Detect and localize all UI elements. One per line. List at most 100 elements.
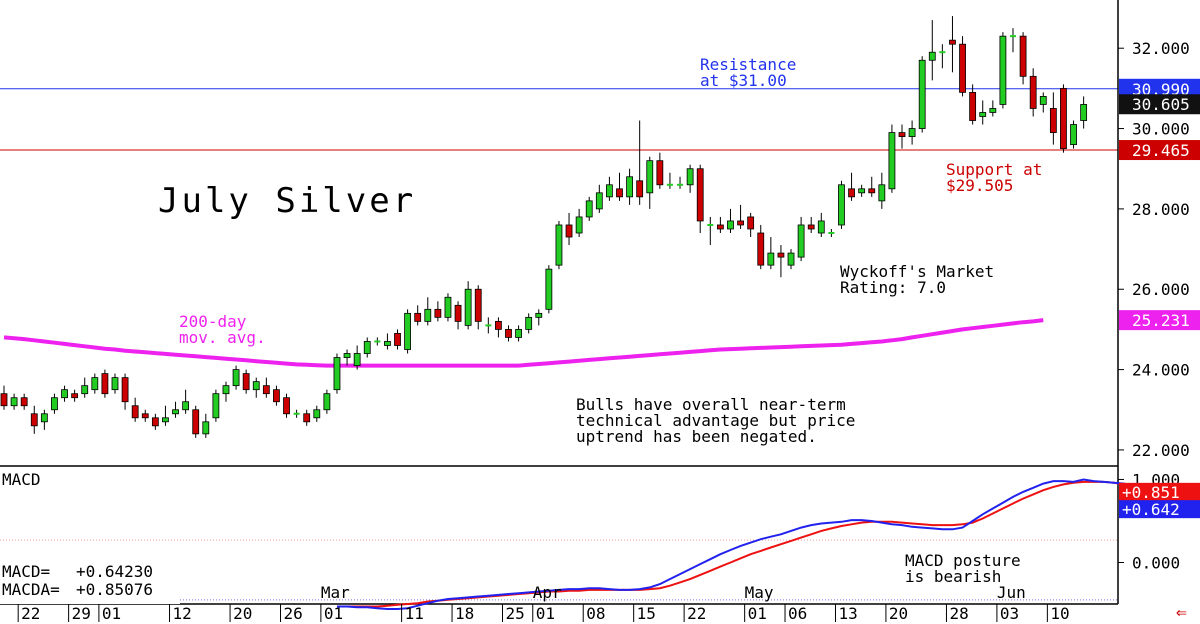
candle [908,120,916,145]
annotation-comment: Bulls have overall near-term technical ad… [576,395,855,446]
candle [1010,28,1016,53]
candle-body [565,224,573,238]
time-tick-label: 29 [72,604,91,623]
time-tick-label: 15 [637,604,656,623]
candle-body [61,389,68,399]
price-tick-label: 32.000 [1132,39,1190,58]
price-tick-label: 26.000 [1132,280,1190,299]
candle [374,337,381,346]
candle [495,317,502,338]
candle [585,196,593,221]
candle [202,413,210,438]
candle [595,184,603,213]
candle-body [222,385,230,395]
candle [565,212,573,246]
candle-body [525,316,533,330]
time-axis: 22 29 01 12 20 26 01 11 18 25 01 08 15 22 01 06 13 20 28 03… [17,583,1070,623]
candle-body [606,184,613,198]
candle [757,224,765,270]
candle-body [868,188,876,194]
candle [807,216,815,233]
candle [30,405,38,434]
candle-body [333,357,341,391]
candle [1060,84,1067,153]
candle-body [313,409,321,419]
candle [1070,120,1077,149]
month-label: Mar [321,583,350,602]
candle-body [908,128,916,137]
candle-body [414,312,422,322]
candle [222,381,230,402]
candle [81,377,89,398]
candle-body [757,232,765,266]
candle [343,349,351,366]
next-arrow-icon[interactable]: ⇐ [1176,602,1187,623]
candle-body [91,377,99,391]
candle [616,172,623,201]
candle-body [323,393,331,411]
candle [303,409,311,426]
time-tick-label: 11 [405,604,424,623]
candle [474,285,482,330]
candle-body [737,220,744,226]
candle-body [616,188,623,198]
level-lines [0,88,1118,151]
chart-title: July Silver [158,181,416,221]
candle [131,397,139,422]
candle [252,377,260,398]
candle-body [404,312,412,350]
macd-panel [0,478,1200,610]
candle-body [182,401,190,411]
price-tag-box [1119,310,1200,331]
candle-body [797,224,805,258]
candle-body [595,192,603,210]
candle-body [303,413,311,423]
price-tick-label: 22.000 [1132,441,1190,460]
candle [636,120,644,205]
candle [162,405,169,426]
candle-body [747,216,755,230]
candle [1019,32,1027,85]
candle [242,369,250,394]
price-tag: 30.990 [1119,78,1200,99]
candle [424,297,432,326]
time-tick-label: 20 [889,604,908,623]
candle-body [989,108,997,113]
candle [262,377,270,398]
candle-body [141,413,149,419]
candle [979,100,987,125]
candle-body [575,216,583,234]
candle [767,237,775,270]
candle [40,409,48,430]
candle [121,373,129,410]
price-tag-box [1119,78,1200,99]
time-tick-label: 18 [455,604,474,623]
candle [1029,68,1037,117]
price-tick-label: 28.000 [1132,200,1190,219]
ma200-layer [3,318,1044,368]
candle-body [172,409,179,415]
candle [20,393,28,410]
candle [666,172,673,189]
price-panel [0,16,1118,438]
candle-body [384,341,391,346]
macd-tag-label: +0.642 [1122,500,1180,519]
candle-body [999,35,1007,105]
candle [505,325,512,342]
candle [656,152,664,189]
candle [646,156,654,209]
candle-body [686,168,694,186]
candle-body [101,373,109,395]
candle [959,36,966,97]
candle-body [10,397,18,407]
candle [747,212,755,238]
candle-body [585,200,593,218]
candle-body [555,224,563,266]
price-tag-box [1119,94,1200,115]
candle-body [787,252,795,266]
annotations: Resistance at $31.00 Support at $29.505 200-… [179,55,1042,586]
macd-tags: +0.851+0.642 [1119,482,1200,519]
candle [232,365,240,390]
